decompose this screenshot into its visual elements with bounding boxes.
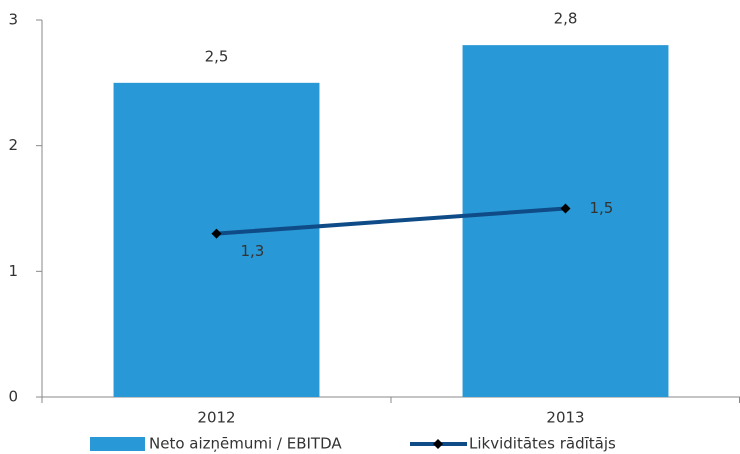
bar-value-label: 2,8 <box>554 10 578 28</box>
line-marker <box>560 203 571 214</box>
legend-label: Neto aizņēmumi / EBITDA <box>149 435 342 453</box>
legend-label: Likviditātes rādītājs <box>469 435 616 453</box>
x-tick-label: 2013 <box>546 409 584 427</box>
line <box>216 206 566 236</box>
legend-marker <box>433 439 443 449</box>
bar <box>462 45 669 398</box>
line-marker <box>211 228 222 239</box>
bar-value-label: 2,5 <box>205 47 229 65</box>
y-tick-label: 3 <box>8 11 18 29</box>
x-tick-label: 2012 <box>197 409 235 427</box>
legend-swatch <box>90 437 145 451</box>
y-tick-label: 1 <box>8 262 18 280</box>
line-value-label: 1,5 <box>590 199 614 217</box>
y-tick-label: 0 <box>8 388 18 406</box>
line-value-label: 1,3 <box>241 242 265 260</box>
bar <box>113 82 320 397</box>
y-tick-label: 2 <box>8 136 18 154</box>
